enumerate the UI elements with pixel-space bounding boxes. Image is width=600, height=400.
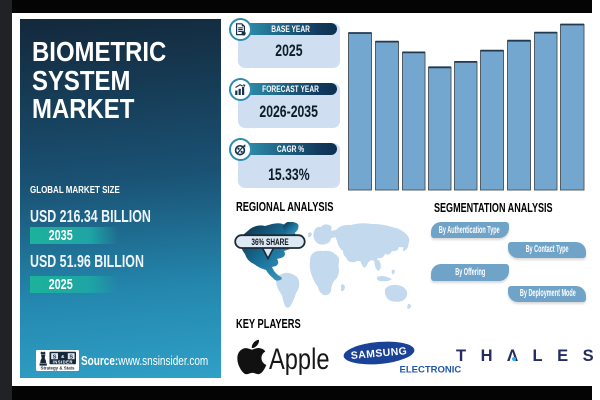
svg-text:INSIDER: INSIDER — [53, 359, 74, 364]
svg-text:S: S — [69, 354, 73, 360]
svg-text:36% SHARE: 36% SHARE — [251, 237, 289, 248]
svg-text:S: S — [53, 354, 57, 360]
svg-text:Strategy & Stats: Strategy & Stats — [41, 365, 75, 370]
svg-text:SAMSUNG: SAMSUNG — [350, 345, 407, 362]
svg-text:ELECTRONIC: ELECTRONIC — [400, 365, 462, 376]
svg-text:&: & — [61, 354, 65, 359]
